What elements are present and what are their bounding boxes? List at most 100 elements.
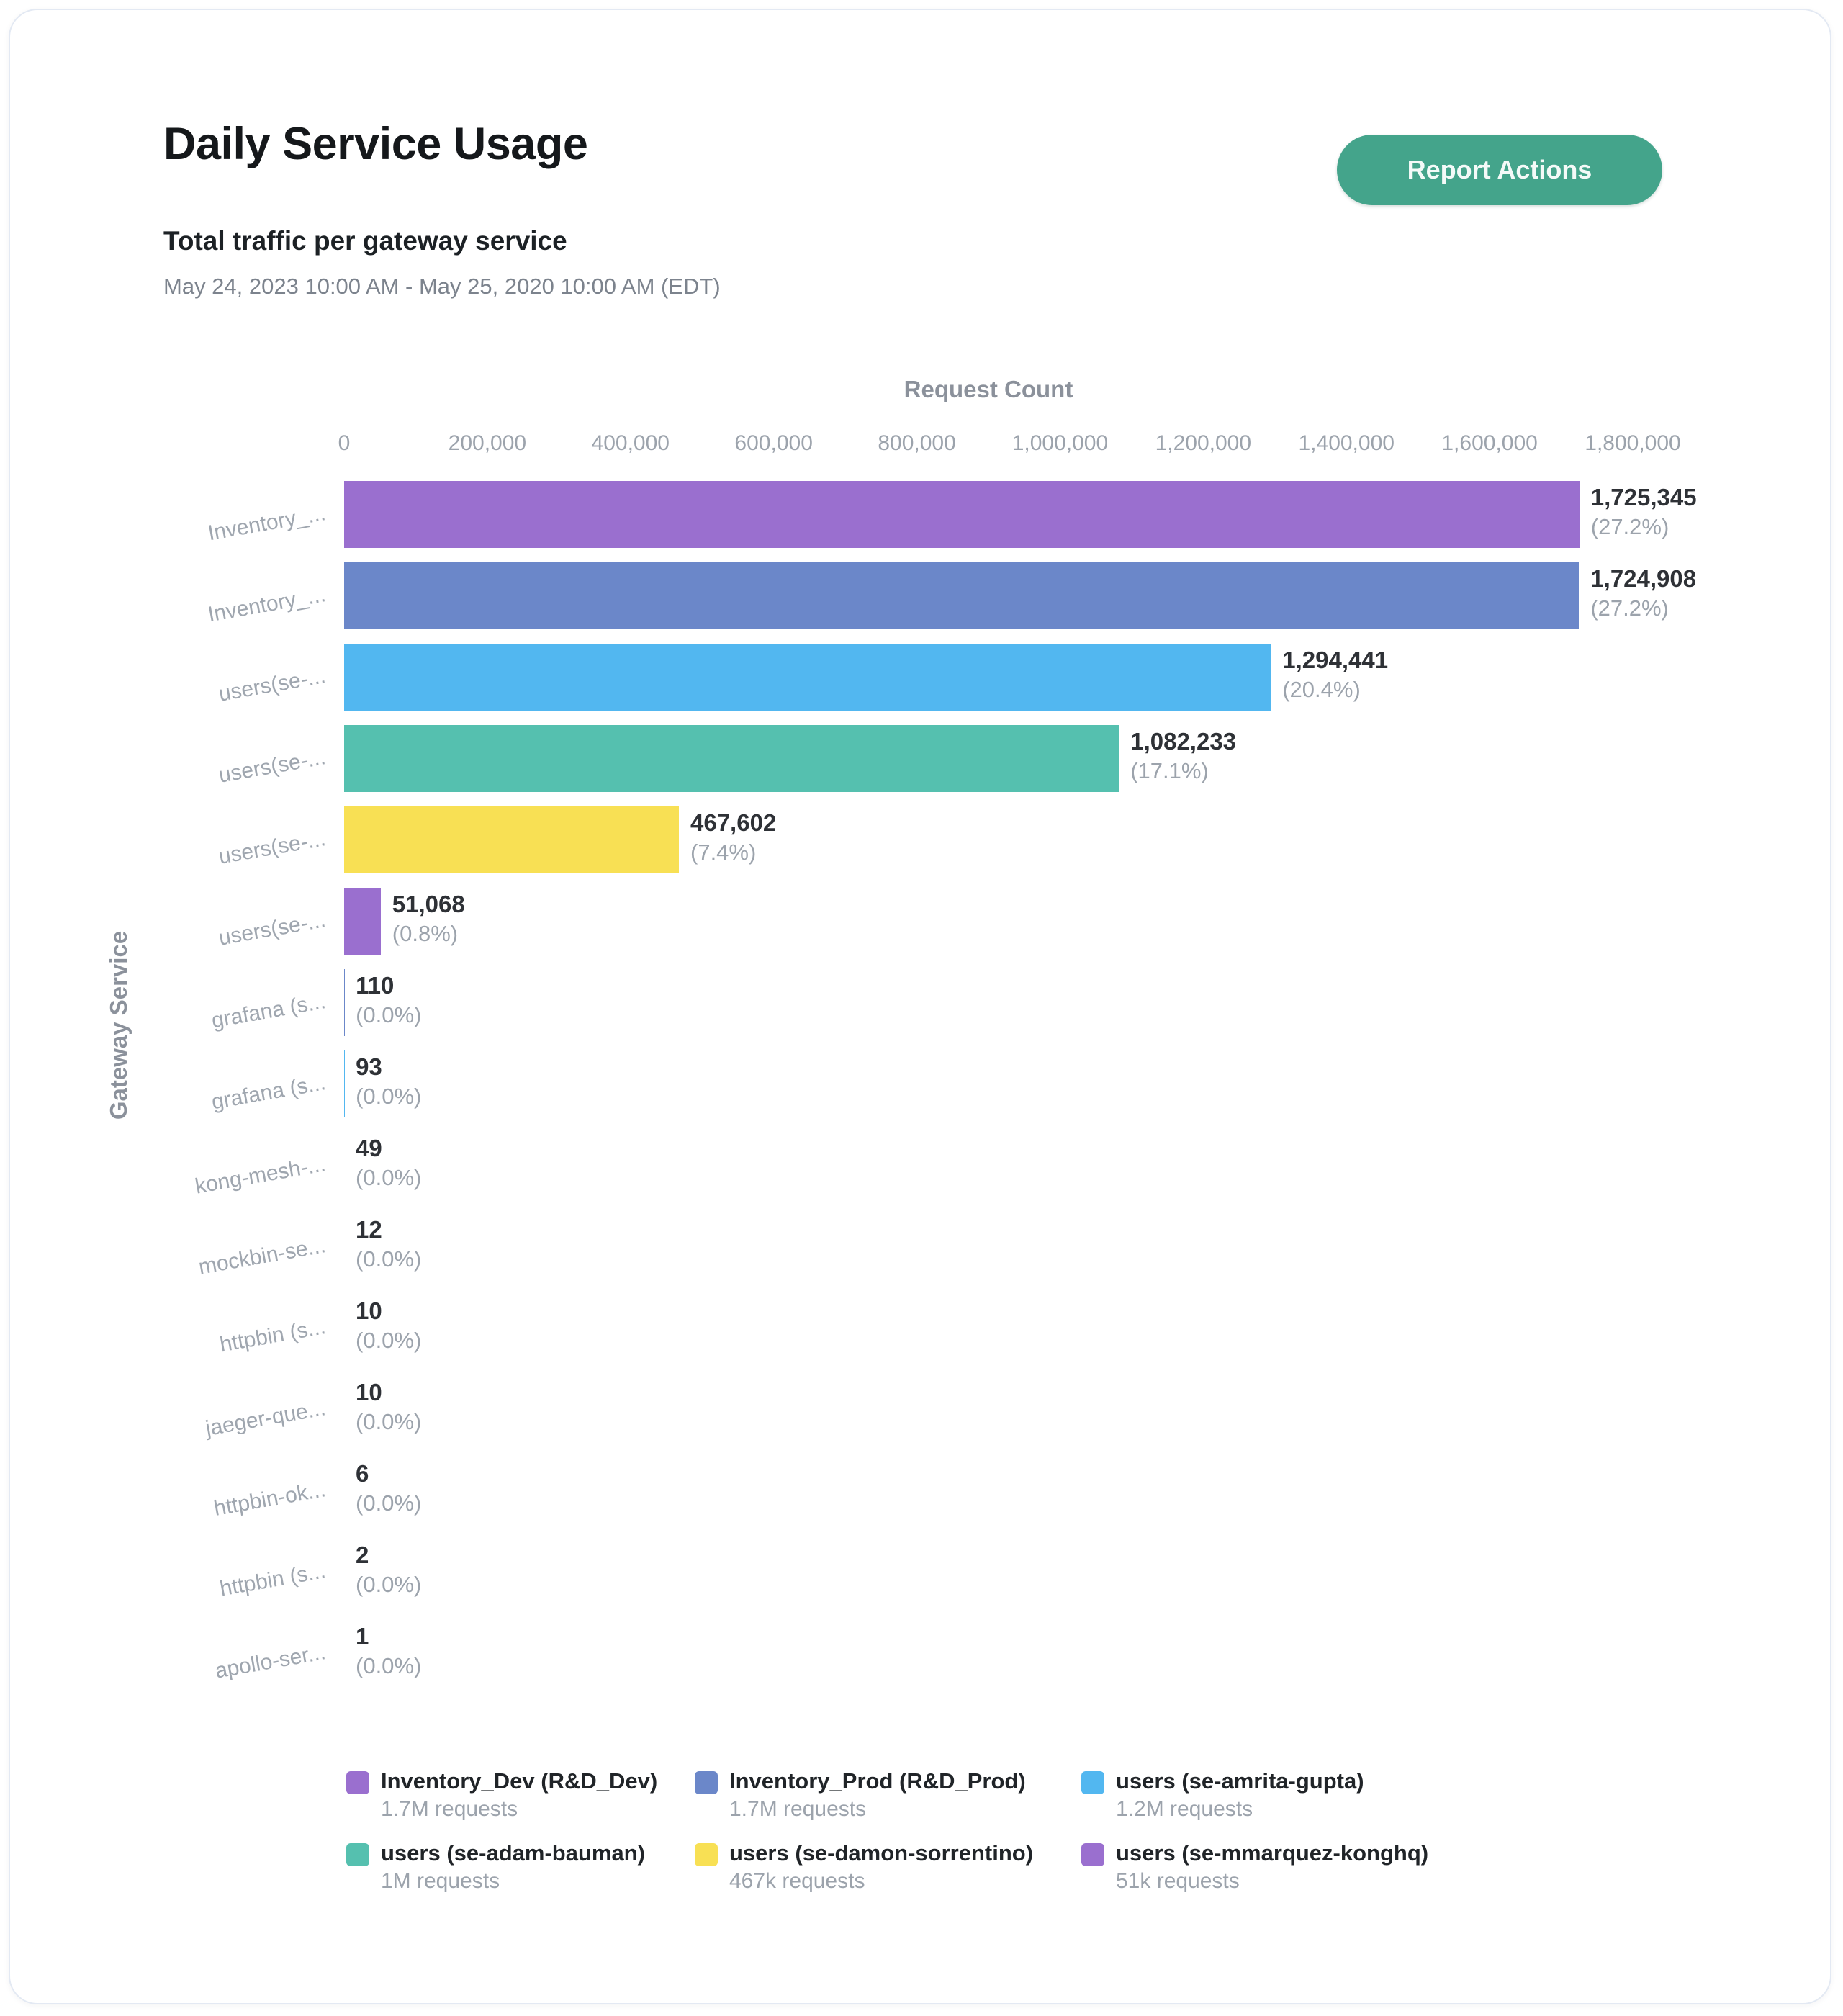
value-label: 12 bbox=[356, 1216, 382, 1243]
value-label-group: 467,602 (7.4%) bbox=[690, 808, 776, 867]
x-tick-label: 1,400,000 bbox=[1298, 431, 1394, 455]
percent-label: (0.0%) bbox=[356, 1084, 422, 1109]
x-tick-label: 400,000 bbox=[591, 431, 670, 455]
legend-swatch bbox=[1081, 1771, 1104, 1794]
percent-label: (0.0%) bbox=[356, 1653, 422, 1678]
value-label: 110 bbox=[356, 972, 395, 999]
bar-row: jaeger-que... 10 (0.0%) bbox=[10, 1369, 1830, 1450]
bar bbox=[344, 725, 1119, 792]
legend-swatch bbox=[346, 1771, 369, 1794]
bar-row: kong-mesh-... 49 (0.0%) bbox=[10, 1125, 1830, 1206]
x-axis-title: Request Count bbox=[904, 376, 1073, 402]
percent-label: (7.4%) bbox=[690, 840, 757, 865]
percent-label: (0.0%) bbox=[356, 1572, 422, 1597]
legend-sublabel: 467k requests bbox=[729, 1869, 865, 1893]
value-label: 10 bbox=[356, 1297, 382, 1324]
percent-label: (0.0%) bbox=[356, 1409, 422, 1434]
value-label-group: 1,724,908 (27.2%) bbox=[1590, 564, 1696, 623]
percent-label: (0.0%) bbox=[356, 1246, 422, 1272]
bar-row: users(se-... 467,602 (7.4%) bbox=[10, 799, 1830, 881]
legend-label: users (se-mmarquez-konghq) bbox=[1116, 1840, 1429, 1866]
value-label: 1,724,908 bbox=[1590, 565, 1697, 592]
value-label: 1,294,441 bbox=[1282, 647, 1389, 673]
value-label-group: 51,068 (0.8%) bbox=[392, 889, 465, 948]
x-tick-label: 1,000,000 bbox=[1011, 431, 1109, 455]
legend-item: users (se-adam-bauman) 1M requests bbox=[346, 1839, 695, 1911]
value-label-group: 6 (0.0%) bbox=[356, 1459, 421, 1518]
legend-label: Inventory_Prod (R&D_Prod) bbox=[729, 1768, 1026, 1794]
x-tick-label: 0 bbox=[338, 431, 351, 455]
legend-sublabel: 1.7M requests bbox=[729, 1797, 867, 1821]
legend-sublabel: 1M requests bbox=[381, 1869, 500, 1893]
legend-sublabel: 1.7M requests bbox=[381, 1797, 518, 1821]
bar-row: grafana (s... 110 (0.0%) bbox=[10, 962, 1830, 1043]
legend-item: Inventory_Prod (R&D_Prod) 1.7M requests bbox=[695, 1767, 1081, 1839]
bar-row: httpbin (s... 2 (0.0%) bbox=[10, 1531, 1830, 1613]
bar-row: Inventory_... 1,725,345 (27.2%) bbox=[10, 474, 1830, 555]
value-label-group: 10 (0.0%) bbox=[356, 1377, 421, 1436]
value-label: 1 bbox=[356, 1623, 369, 1650]
date-range: May 24, 2023 10:00 AM - May 25, 2020 10:… bbox=[163, 274, 721, 299]
legend-item: Inventory_Dev (R&D_Dev) 1.7M requests bbox=[346, 1767, 695, 1839]
percent-label: (0.0%) bbox=[356, 1165, 422, 1190]
x-tick-label: 600,000 bbox=[734, 431, 813, 455]
bar-row: Inventory_... 1,724,908 (27.2%) bbox=[10, 555, 1830, 636]
bar-row: apollo-ser... 1 (0.0%) bbox=[10, 1613, 1830, 1694]
value-label: 51,068 bbox=[392, 891, 465, 917]
bar bbox=[344, 644, 1271, 711]
bar-rows: Inventory_... 1,725,345 (27.2%) Inventory_.… bbox=[10, 474, 1830, 1694]
bar bbox=[344, 888, 381, 955]
legend-item: users (se-damon-sorrentino) 467k requests bbox=[695, 1839, 1081, 1911]
page-title: Daily Service Usage bbox=[163, 119, 588, 169]
value-label-group: 110 (0.0%) bbox=[356, 971, 421, 1030]
value-label: 1,725,345 bbox=[1590, 484, 1697, 510]
percent-label: (0.8%) bbox=[392, 921, 459, 946]
value-label: 93 bbox=[356, 1053, 382, 1080]
x-axis-ticks: 0 200,000 400,000 600,000 800,000 1,000,000 1,… bbox=[10, 426, 1830, 458]
x-tick-label: 1,600,000 bbox=[1441, 431, 1538, 455]
percent-label: (0.0%) bbox=[356, 1490, 422, 1516]
legend-label: Inventory_Dev (R&D_Dev) bbox=[381, 1768, 658, 1794]
value-label-group: 1,082,233 (17.1%) bbox=[1130, 726, 1236, 786]
legend: Inventory_Dev (R&D_Dev) 1.7M requests Inve… bbox=[346, 1767, 1428, 1911]
percent-label: (27.2%) bbox=[1590, 514, 1669, 539]
value-label-group: 1 (0.0%) bbox=[356, 1621, 421, 1680]
bar-row: users(se-... 1,082,233 (17.1%) bbox=[10, 718, 1830, 799]
bar-row: mockbin-se... 12 (0.0%) bbox=[10, 1206, 1830, 1287]
percent-label: (0.0%) bbox=[356, 1002, 422, 1027]
bar bbox=[344, 562, 1580, 629]
value-label-group: 2 (0.0%) bbox=[356, 1540, 421, 1599]
legend-sublabel: 51k requests bbox=[1116, 1869, 1240, 1893]
legend-item: users (se-amrita-gupta) 1.2M requests bbox=[1081, 1767, 1428, 1839]
x-tick-label: 1,200,000 bbox=[1155, 431, 1252, 455]
legend-swatch bbox=[1081, 1843, 1104, 1866]
legend-item: users (se-mmarquez-konghq) 51k requests bbox=[1081, 1839, 1428, 1911]
bar-row: users(se-... 51,068 (0.8%) bbox=[10, 881, 1830, 962]
bar bbox=[344, 806, 679, 873]
value-label: 467,602 bbox=[690, 809, 777, 836]
percent-label: (0.0%) bbox=[356, 1328, 422, 1353]
legend-label: users (se-amrita-gupta) bbox=[1116, 1768, 1364, 1794]
x-tick-label: 1,800,000 bbox=[1585, 431, 1681, 455]
legend-swatch bbox=[695, 1843, 718, 1866]
value-label-group: 1,294,441 (20.4%) bbox=[1282, 645, 1388, 704]
x-tick-label: 800,000 bbox=[878, 431, 956, 455]
percent-label: (17.1%) bbox=[1130, 758, 1209, 783]
legend-sublabel: 1.2M requests bbox=[1116, 1797, 1253, 1821]
legend-label: users (se-adam-bauman) bbox=[381, 1840, 645, 1866]
bar-row: users(se-... 1,294,441 (20.4%) bbox=[10, 636, 1830, 718]
category-label: apollo-ser... bbox=[213, 1640, 328, 1683]
value-label: 6 bbox=[356, 1460, 369, 1487]
report-actions-button[interactable]: Report Actions bbox=[1337, 135, 1662, 205]
report-card: Daily Service Usage Report Actions Total… bbox=[9, 9, 1831, 2004]
value-label-group: 10 (0.0%) bbox=[356, 1296, 421, 1355]
legend-swatch bbox=[346, 1843, 369, 1866]
percent-label: (20.4%) bbox=[1282, 677, 1361, 702]
value-label: 2 bbox=[356, 1542, 369, 1568]
value-label-group: 12 (0.0%) bbox=[356, 1215, 421, 1274]
bar-row: httpbin (s... 10 (0.0%) bbox=[10, 1287, 1830, 1369]
value-label: 49 bbox=[356, 1135, 382, 1161]
percent-label: (27.2%) bbox=[1590, 595, 1669, 621]
legend-swatch bbox=[695, 1771, 718, 1794]
value-label: 10 bbox=[356, 1379, 382, 1405]
